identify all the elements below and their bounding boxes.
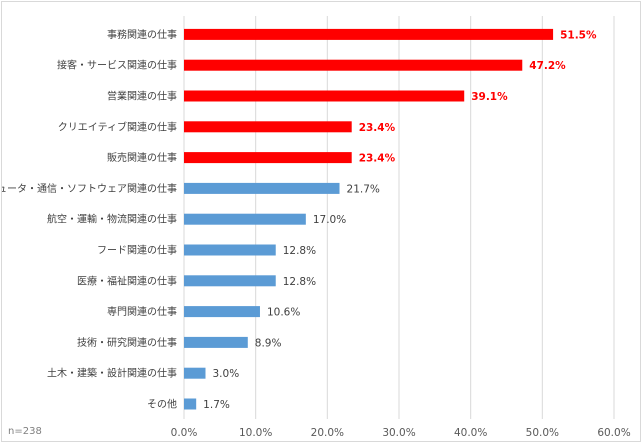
value-label-10: 8.9% [255,337,282,349]
x-tick-label-3: 30.0% [382,427,415,439]
value-label-6: 17.0% [313,214,346,226]
bar-10 [184,336,248,348]
value-label-4: 23.4% [359,153,396,165]
x-tick-label-5: 50.0% [526,427,559,439]
bar-2 [184,90,465,102]
value-label-11: 3.0% [213,368,240,380]
value-label-8: 12.8% [283,276,316,288]
category-label-10: 技術・研究関連の仕事 [77,336,177,349]
x-tick-label-0: 0.0% [171,427,198,439]
sample-size-note: n=238 [8,426,42,437]
category-label-11: 土木・建築・設計関連の仕事 [47,367,177,380]
value-label-0: 51.5% [560,29,597,41]
category-label-1: 接客・サービス関連の仕事 [57,59,177,72]
category-label-5: コンピュータ・通信・ソフトウェア関連の仕事 [2,182,177,195]
bar-12 [184,398,197,410]
bar-6 [184,213,306,225]
bar-3 [184,121,352,133]
value-label-3: 23.4% [359,122,396,134]
category-label-12: その他 [147,398,177,411]
bar-0 [184,28,554,40]
bar-11 [184,367,206,379]
category-label-3: クリエイティブ関連の仕事 [58,120,177,133]
bar-1 [184,59,523,71]
x-tick-label-4: 40.0% [454,427,487,439]
bar-9 [184,306,260,318]
category-label-0: 事務関連の仕事 [107,28,177,41]
value-label-12: 1.7% [203,399,230,411]
value-label-2: 39.1% [471,91,508,103]
category-label-8: 医療・福祉関連の仕事 [77,274,177,287]
bar-7 [184,244,276,256]
category-label-2: 営業関連の仕事 [107,90,177,103]
category-label-6: 航空・運輸・物流関連の仕事 [47,213,177,226]
value-label-1: 47.2% [529,60,566,72]
bar-8 [184,275,276,287]
bar-4 [184,152,352,164]
category-label-4: 販売関連の仕事 [107,151,177,164]
value-label-9: 10.6% [267,307,300,319]
value-label-5: 21.7% [347,183,380,195]
category-label-9: 専門関連の仕事 [107,305,177,318]
x-tick-label-1: 10.0% [239,427,272,439]
x-tick-label-6: 60.0% [597,427,630,439]
value-label-7: 12.8% [283,245,316,257]
x-tick-label-2: 20.0% [311,427,344,439]
category-label-7: フード関連の仕事 [97,244,177,257]
bar-5 [184,182,340,194]
